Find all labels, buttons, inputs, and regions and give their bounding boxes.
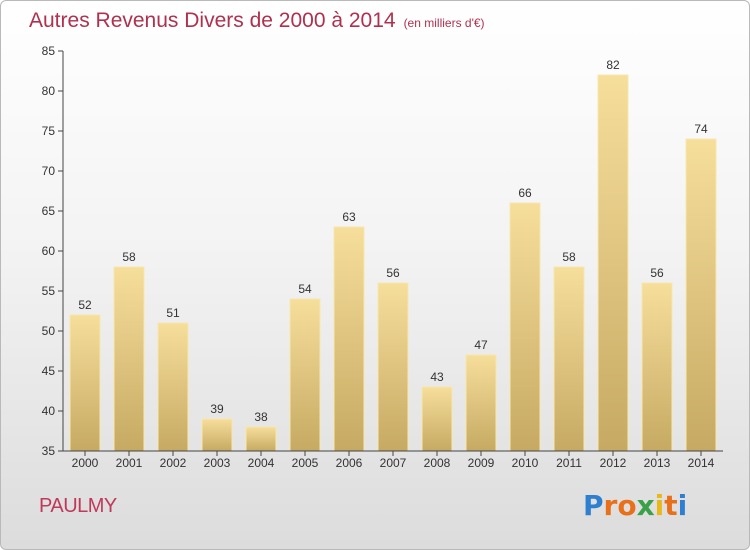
chart-title-main: Autres Revenus Divers de 2000 à 2014 (29, 9, 396, 32)
x-tick-label: 2005 (292, 456, 319, 470)
y-tick-label: 70 (42, 164, 56, 178)
bar-2002 (157, 322, 189, 452)
bar-value-label: 39 (210, 402, 224, 416)
x-tick-label: 2006 (336, 456, 363, 470)
bar-2010 (509, 202, 541, 452)
bar-value-label: 74 (694, 122, 708, 136)
bar-value-label: 58 (562, 250, 576, 264)
bar-2001 (113, 266, 145, 452)
commune-name: PAULMY (39, 495, 117, 517)
logo-letter: P (583, 489, 604, 522)
bar-2006 (333, 226, 365, 452)
x-tick-label: 2001 (116, 456, 143, 470)
logo-letter: r (603, 489, 618, 522)
x-tick-label: 2000 (72, 456, 99, 470)
bar-value-label: 58 (122, 250, 136, 264)
chart-title: Autres Revenus Divers de 2000 à 2014 (en … (29, 9, 485, 33)
logo-letter: i (654, 489, 665, 522)
chart-title-unit: (en milliers d'€) (403, 16, 485, 30)
bar-value-label: 43 (430, 370, 444, 384)
x-tick-label: 2003 (204, 456, 231, 470)
x-tick-label: 2010 (512, 456, 539, 470)
bar-2003 (201, 418, 233, 452)
y-tick-label: 35 (42, 444, 56, 458)
bar-2005 (289, 298, 321, 452)
logo-letter: t (664, 489, 678, 522)
bar-2000 (69, 314, 101, 452)
bar-value-label: 63 (342, 210, 356, 224)
logo-letter: i (677, 489, 688, 522)
bar-value-label: 47 (474, 338, 488, 352)
bar-value-label: 82 (606, 58, 620, 72)
bar-2009 (465, 354, 497, 452)
bar-value-label: 52 (78, 298, 92, 312)
x-tick-label: 2004 (248, 456, 275, 470)
bar-value-label: 51 (166, 306, 180, 320)
y-tick-label: 85 (42, 44, 56, 58)
bar-2008 (421, 386, 453, 452)
bar-2014 (685, 138, 717, 452)
bar-value-label: 66 (518, 186, 532, 200)
bar-2012 (597, 74, 629, 452)
bar-value-label: 54 (298, 282, 312, 296)
y-tick-label: 45 (42, 364, 56, 378)
y-tick-label: 55 (42, 284, 56, 298)
x-tick-label: 2013 (644, 456, 671, 470)
x-tick-label: 2014 (688, 456, 715, 470)
bar-value-label: 56 (386, 266, 400, 280)
x-tick-label: 2012 (600, 456, 627, 470)
x-tick-label: 2008 (424, 456, 451, 470)
proxiti-logo[interactable]: Proxiti (583, 489, 687, 522)
y-tick-label: 50 (42, 324, 56, 338)
y-tick-label: 60 (42, 244, 56, 258)
logo-letter: x (636, 489, 655, 522)
x-tick-label: 2011 (556, 456, 582, 470)
y-axis: 35 40 45 50 55 60 65 70 75 80 85 (42, 44, 64, 458)
y-tick-label: 40 (42, 404, 56, 418)
x-tick-label: 2007 (380, 456, 407, 470)
bar-2011 (553, 266, 585, 452)
bar-2013 (641, 282, 673, 452)
y-tick-label: 75 (42, 124, 56, 138)
x-tick-label: 2009 (468, 456, 495, 470)
bar-2007 (377, 282, 409, 452)
y-tick-label: 65 (42, 204, 56, 218)
bar-value-label: 38 (254, 410, 268, 424)
bars-group: 52 58 51 39 38 54 63 56 43 47 66 58 82 56 74 (69, 58, 717, 452)
y-tick-label: 80 (42, 84, 56, 98)
bar-2004 (245, 426, 277, 452)
x-axis: 2000 2001 2002 2003 2004 2005 2006 2007 2008 2009… (63, 450, 723, 470)
logo-letter: o (617, 489, 637, 522)
x-tick-label: 2002 (160, 456, 187, 470)
bar-value-label: 56 (650, 266, 664, 280)
